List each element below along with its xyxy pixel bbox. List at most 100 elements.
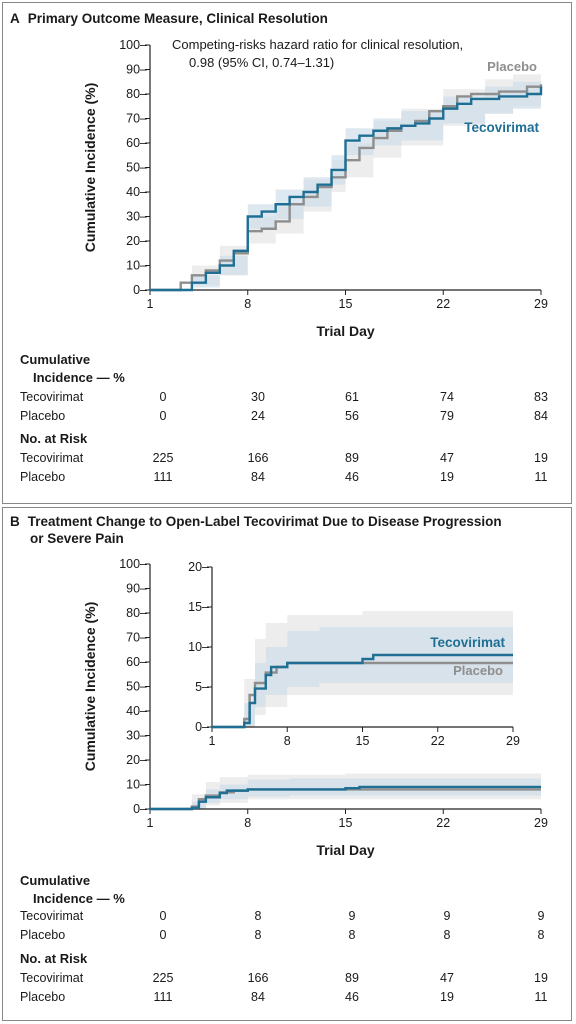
table-cell: 9: [537, 909, 545, 923]
x-axis-label: Trial Day: [316, 842, 375, 858]
x-tick-label: 1: [147, 816, 154, 830]
row-label: Placebo: [20, 409, 66, 423]
x-tick-label: 15: [339, 297, 353, 311]
x-tick-label: 22: [436, 816, 450, 830]
y-tick-label: 60–: [126, 655, 147, 669]
table-cell: 84: [251, 470, 265, 484]
row-label: Placebo: [20, 470, 66, 484]
y-axis-label: Cumulative Incidence (%): [82, 602, 98, 772]
table-cell: 9: [348, 909, 356, 923]
y-tick-label: 0–: [133, 802, 147, 816]
y-tick-label: 90–: [126, 63, 147, 77]
y-tick-label: 50–: [126, 161, 147, 175]
y-tick-label: 10–: [188, 640, 209, 654]
y-tick-label: 0–: [195, 720, 209, 734]
cum-incidence-header-line1: Cumulative: [20, 873, 91, 888]
tecovirimat-line: [150, 785, 541, 811]
table-cell: 111: [153, 990, 173, 1004]
table-cell: 9: [443, 909, 451, 923]
row-label: Tecovirimat: [20, 909, 84, 923]
table-cell: 0: [159, 390, 167, 404]
panel-b-title-line2: or Severe Pain: [30, 531, 124, 546]
table-row: Placebo 0 24 56 79 84: [0, 409, 576, 425]
panel-b-letter: B: [10, 514, 20, 529]
x-tick-label: 29: [506, 734, 520, 748]
table-cell: 19: [440, 990, 454, 1004]
panel-a-frame: [2, 2, 572, 504]
cum-incidence-header-line2: Incidence — %: [33, 891, 125, 906]
table-cell: 0: [159, 409, 167, 423]
x-tick-label: 1: [209, 734, 216, 748]
table-cell: 8: [537, 928, 545, 942]
y-tick-label: 70–: [126, 631, 147, 645]
panel-a-tecovirimat-label: Tecovirimat: [464, 120, 539, 135]
panel-b-chart: 0–10–20–30–40–50–60–70–80–90–100–1 8 15 22 2…: [82, 557, 548, 858]
x-axis-label: Trial Day: [316, 323, 375, 339]
x-tick-label: 8: [244, 816, 251, 830]
row-label: Tecovirimat: [20, 390, 84, 404]
y-tick-label: 80–: [126, 606, 147, 620]
row-label: Tecovirimat: [20, 971, 84, 985]
no-at-risk-header: No. at Risk: [20, 431, 88, 446]
table-cell: 47: [440, 971, 454, 985]
y-tick-label: 20–: [188, 560, 209, 574]
panel-b-title-line1: Treatment Change to Open-Label Tecovirim…: [27, 514, 502, 529]
table-row: Tecovirimat 0 30 61 74 83: [0, 390, 576, 406]
table-cell: 11: [534, 470, 548, 484]
table-cell: 8: [443, 928, 451, 942]
tecovirimat-line: [212, 653, 513, 729]
table-cell: 56: [345, 409, 359, 423]
table-cell: 79: [440, 409, 454, 423]
y-tick-label: 100–: [119, 38, 147, 52]
y-tick-label: 15–: [188, 600, 209, 614]
y-tick-label: 40–: [126, 704, 147, 718]
table-cell: 30: [251, 390, 265, 404]
table-cell: 19: [534, 451, 548, 465]
table-cell: 225: [152, 451, 174, 465]
table-cell: 11: [534, 990, 548, 1004]
y-tick-label: 30–: [126, 210, 147, 224]
table-cell: 0: [159, 928, 167, 942]
table-cell: 89: [345, 971, 359, 985]
table-cell: 24: [251, 409, 265, 423]
hazard-ratio-annotation-line2: 0.98 (95% CI, 0.74–1.31): [189, 55, 334, 70]
y-tick-label: 40–: [126, 185, 147, 199]
table-cell: 19: [534, 971, 548, 985]
y-tick-label: 50–: [126, 680, 147, 694]
table-cell: 166: [247, 971, 269, 985]
x-tick-label: 22: [436, 297, 450, 311]
panel-a-title: A Primary Outcome Measure, Clinical Resol…: [10, 10, 328, 27]
y-tick-label: 80–: [126, 87, 147, 101]
table-row: Tecovirimat 0 8 9 9 9: [0, 909, 576, 925]
x-tick-label: 8: [284, 734, 291, 748]
table-row: Placebo 0 8 8 8 8: [0, 928, 576, 944]
table-cell: 61: [345, 390, 359, 404]
tecovirimat-ci-band: [212, 627, 513, 727]
table-cell: 46: [345, 470, 359, 484]
x-tick-label: 22: [431, 734, 445, 748]
table-cell: 111: [153, 470, 173, 484]
tecovirimat-line: [150, 86, 543, 292]
placebo-line: [150, 84, 543, 292]
tecovirimat-ci-band: [150, 76, 541, 290]
table-cell: 8: [254, 909, 262, 923]
table-cell: 225: [152, 971, 174, 985]
panel-a-chart: 0– 10– 20– 30– 40– 50– 60– 70– 80– 90– 100– 1 8 15 22 2…: [82, 38, 548, 339]
y-tick-label: 5–: [195, 680, 209, 694]
hazard-ratio-annotation-line1: Competing-risks hazard ratio for clinica…: [172, 37, 463, 52]
y-tick-label: 90–: [126, 582, 147, 596]
cum-incidence-header-line2: Incidence — %: [33, 370, 125, 385]
table-cell: 46: [345, 990, 359, 1004]
panel-b-frame: [2, 507, 572, 1021]
table-cell: 84: [534, 409, 548, 423]
y-tick-label: 10–: [126, 778, 147, 792]
table-cell: 8: [348, 928, 356, 942]
panel-b-tecovirimat-label: Tecovirimat: [430, 635, 505, 650]
table-cell: 47: [440, 451, 454, 465]
panel-a-letter: A: [10, 11, 20, 26]
y-tick-label: 20–: [126, 753, 147, 767]
table-cell: 89: [345, 451, 359, 465]
panel-b-placebo-label: Placebo: [453, 663, 503, 678]
table-cell: 19: [440, 470, 454, 484]
